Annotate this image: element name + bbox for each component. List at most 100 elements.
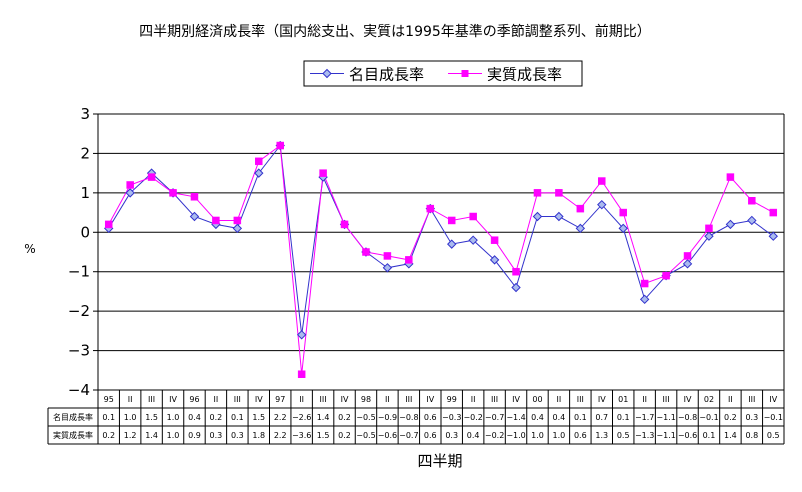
table-cell-value: −0.9 <box>378 413 397 422</box>
x-tick-label: 00 <box>532 395 542 404</box>
legend-marker-square <box>461 70 469 77</box>
table-cell-value: 0.2 <box>724 413 737 422</box>
series-line <box>108 144 774 335</box>
table-cell-value: 0.3 <box>745 413 758 422</box>
y-tick-label: 0 <box>80 223 90 241</box>
table-cell-value: −0.7 <box>399 431 418 440</box>
legend-label: 実質成長率 <box>487 66 562 84</box>
data-point-square <box>126 181 134 189</box>
x-tick-label: IV <box>426 395 434 404</box>
data-point-diamond <box>254 168 264 178</box>
table-cell-value: 0.9 <box>188 431 201 440</box>
data-point-square <box>169 189 177 197</box>
table-cell-value: 1.5 <box>145 413 158 422</box>
data-point-square <box>383 252 392 260</box>
table-cell-value: −0.7 <box>485 413 504 422</box>
table-cell-value: 1.0 <box>553 431 566 440</box>
table-cell-value: 1.2 <box>124 431 137 440</box>
x-tick-label: III <box>577 395 584 404</box>
table-cell-value: 1.3 <box>595 431 608 440</box>
data-point-square <box>769 208 778 217</box>
table-cell-value: 0.5 <box>767 431 780 440</box>
table-cell-value: −0.1 <box>764 413 783 422</box>
data-point-square <box>533 189 542 197</box>
table-cell-value: −0.5 <box>356 413 375 422</box>
table-cell-value: 0.2 <box>338 431 351 440</box>
x-tick-label: II <box>385 395 390 404</box>
table-cell-value: 1.0 <box>124 413 137 422</box>
series-markers <box>104 140 778 378</box>
table-cell-value: 0.8 <box>745 431 758 440</box>
data-point-diamond <box>639 294 650 305</box>
table-cell-value: 0.4 <box>467 431 480 440</box>
data-point-square <box>598 177 606 185</box>
table-cell-value: −0.1 <box>699 413 718 422</box>
x-tick-label: II <box>728 395 733 404</box>
table-cell-value: 0.6 <box>424 431 437 440</box>
data-point-square <box>640 279 649 288</box>
table-cell-value: 1.0 <box>167 413 180 422</box>
data-point-square <box>426 204 435 213</box>
table-cell-value: −1.7 <box>635 413 654 422</box>
x-tick-label: 99 <box>447 395 457 404</box>
x-tick-label: III <box>148 395 155 404</box>
data-point-square <box>619 208 627 217</box>
table-cell-value: −0.5 <box>356 431 375 440</box>
x-tick-label: 96 <box>189 395 199 404</box>
x-tick-label: II <box>642 395 647 404</box>
table-row-header: 名目成長率 <box>53 412 93 422</box>
series-line <box>108 144 774 375</box>
data-point-square <box>447 216 456 225</box>
x-tick-label: 02 <box>704 395 714 404</box>
table-cell-value: −0.6 <box>378 431 397 440</box>
data-point-square <box>726 173 735 181</box>
x-tick-label: II <box>471 395 476 404</box>
table-cell-value: 1.0 <box>531 431 544 440</box>
data-point-square <box>212 216 220 225</box>
data-point-square <box>683 252 692 260</box>
x-tick-label: III <box>748 395 755 404</box>
data-point-diamond <box>575 223 586 234</box>
table-cell-value: 2.2 <box>274 431 287 440</box>
table-cell-value: 0.4 <box>188 413 201 422</box>
data-point-square <box>662 271 670 280</box>
x-tick-label: IV <box>598 395 606 404</box>
data-point-square <box>748 196 756 205</box>
data-point-diamond <box>447 239 457 249</box>
data-point-square <box>190 193 199 201</box>
data-point-diamond <box>125 188 135 198</box>
legend-marker-diamond <box>322 68 332 79</box>
data-point-diamond <box>747 215 757 226</box>
table-row-header: 実質成長率 <box>53 430 93 440</box>
data-point-square <box>276 141 284 150</box>
table-cell-value: 0.3 <box>445 431 458 440</box>
table-cell-value: 0.4 <box>531 413 544 422</box>
x-tick-label: II <box>557 395 562 404</box>
table-cell-value: −0.2 <box>463 413 482 422</box>
x-tick-label: IV <box>684 395 692 404</box>
y-tick-label: 1 <box>80 184 90 202</box>
x-tick-label: IV <box>341 395 349 404</box>
data-point-square <box>255 157 263 166</box>
table-cell-value: −0.8 <box>399 413 418 422</box>
x-tick-label: IV <box>769 395 777 404</box>
x-tick-label: 95 <box>104 395 114 404</box>
data-point-square <box>705 224 713 233</box>
data-point-diamond <box>725 219 736 230</box>
data-point-diamond <box>597 199 607 210</box>
x-tick-label: III <box>405 395 412 404</box>
data-point-square <box>469 212 477 221</box>
table-cell-value: 0.3 <box>231 431 244 440</box>
table-cell-value: 1.0 <box>167 431 180 440</box>
y-tick-label: −3 <box>68 342 90 360</box>
table-cell-value: 0.2 <box>210 413 223 422</box>
x-tick-label: III <box>320 395 327 404</box>
plot-border <box>97 114 785 390</box>
table-cell-value: 0.4 <box>553 413 566 422</box>
table-cell-value: 0.5 <box>617 431 630 440</box>
data-point-square <box>576 204 585 213</box>
legend: 名目成長率 実質成長率 <box>303 60 583 87</box>
x-tick-label: IV <box>255 395 263 404</box>
data-point-square <box>405 256 413 264</box>
